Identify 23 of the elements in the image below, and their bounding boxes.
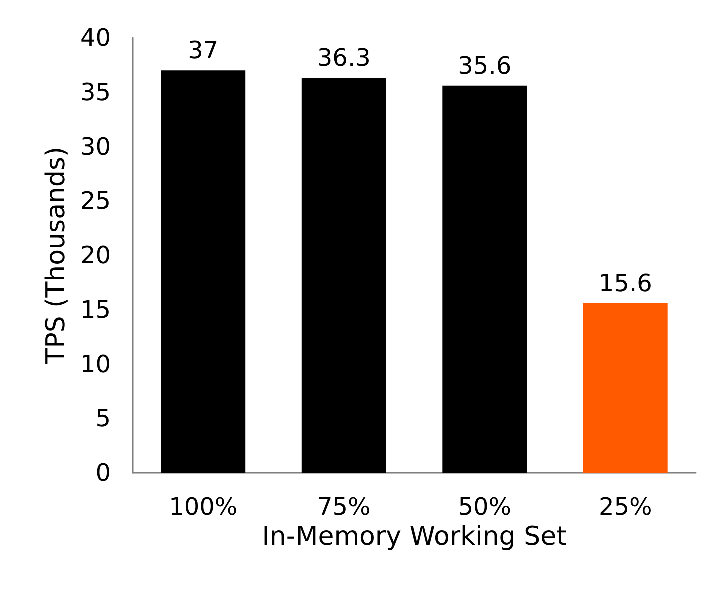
y-tick-label: 20	[80, 242, 111, 270]
x-tick-label: 50%	[458, 493, 512, 521]
y-tick-label: 35	[80, 78, 111, 106]
y-tick-label: 30	[80, 132, 111, 161]
data-label: 36.3	[317, 44, 371, 72]
y-tick-label: 5	[96, 404, 111, 433]
bar	[583, 303, 668, 473]
bar	[161, 70, 246, 473]
data-label: 37	[188, 36, 219, 65]
data-label: 35.6	[458, 52, 512, 80]
x-axis-title: In-Memory Working Set	[262, 522, 567, 552]
x-tick-label: 25%	[598, 493, 652, 521]
bar	[442, 86, 528, 473]
y-tick-label: 0	[96, 459, 111, 487]
bar	[302, 78, 386, 473]
y-axis-title: TPS (Thousands)	[42, 146, 72, 366]
y-tick-label: 10	[80, 350, 111, 378]
x-tick-label: 100%	[169, 493, 238, 521]
x-tick-label: 75%	[317, 493, 371, 521]
data-label: 15.6	[598, 269, 652, 298]
y-tick-label: 40	[80, 24, 111, 52]
y-tick-label: 15	[80, 296, 111, 324]
y-tick-label: 25	[80, 187, 111, 216]
